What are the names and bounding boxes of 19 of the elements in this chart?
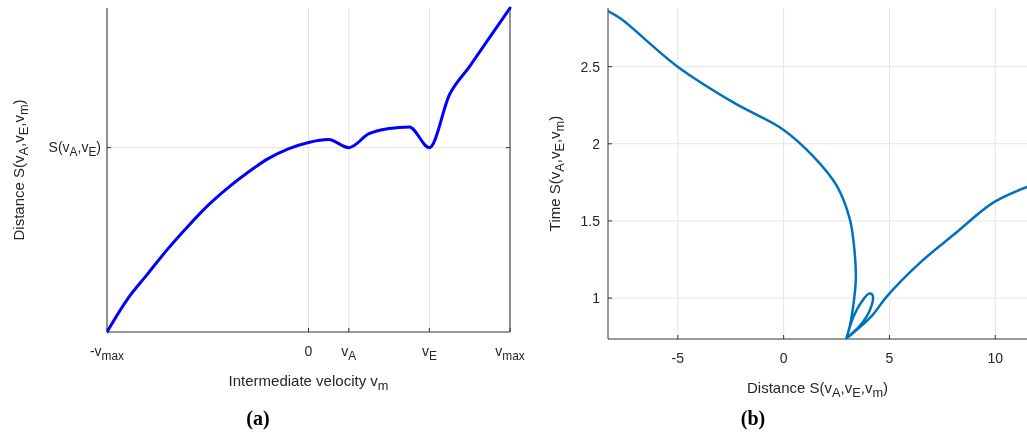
x-tick-label: 10	[987, 350, 1004, 366]
x-tick-label: 5	[885, 350, 894, 366]
x-axis-title: Distance S(v$_{A}$,v$_{E}$,v$_{m}$)	[746, 379, 889, 400]
y-tick-label: 2.5	[580, 58, 601, 75]
x-tick-label: v$_{E}$	[421, 343, 437, 363]
y-tick-label: 2	[592, 135, 601, 152]
text: (b)	[740, 407, 766, 430]
x-tick-label: 0	[304, 343, 313, 359]
ref-line-label: S(v$_{A}$,v$_{E}$)	[48, 138, 101, 159]
x-tick-label: v$_{A}$	[341, 343, 357, 363]
text: (a)	[246, 407, 270, 430]
x-axis-title: Intermediate velocity v$_{m}$	[228, 372, 389, 393]
x-tick-label: v$_{max}$	[495, 343, 525, 363]
x-tick-label: -5	[671, 350, 685, 366]
y-tick-label: 1	[592, 290, 601, 307]
x-tick-label: 0	[779, 350, 788, 366]
y-tick-label: 1.5	[580, 212, 601, 229]
line-series	[608, 9, 1027, 340]
x-tick-label: -v$_{max}$	[89, 343, 125, 363]
